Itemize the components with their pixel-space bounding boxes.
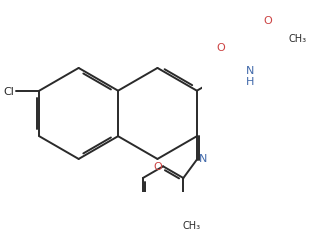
Text: O: O: [216, 43, 225, 53]
Text: Cl: Cl: [4, 86, 15, 96]
Text: N: N: [199, 154, 208, 164]
Text: O: O: [153, 162, 162, 172]
Text: CH₃: CH₃: [289, 34, 307, 44]
Text: O: O: [263, 16, 272, 26]
Text: N
H: N H: [245, 65, 254, 87]
Text: CH₃: CH₃: [183, 220, 201, 230]
